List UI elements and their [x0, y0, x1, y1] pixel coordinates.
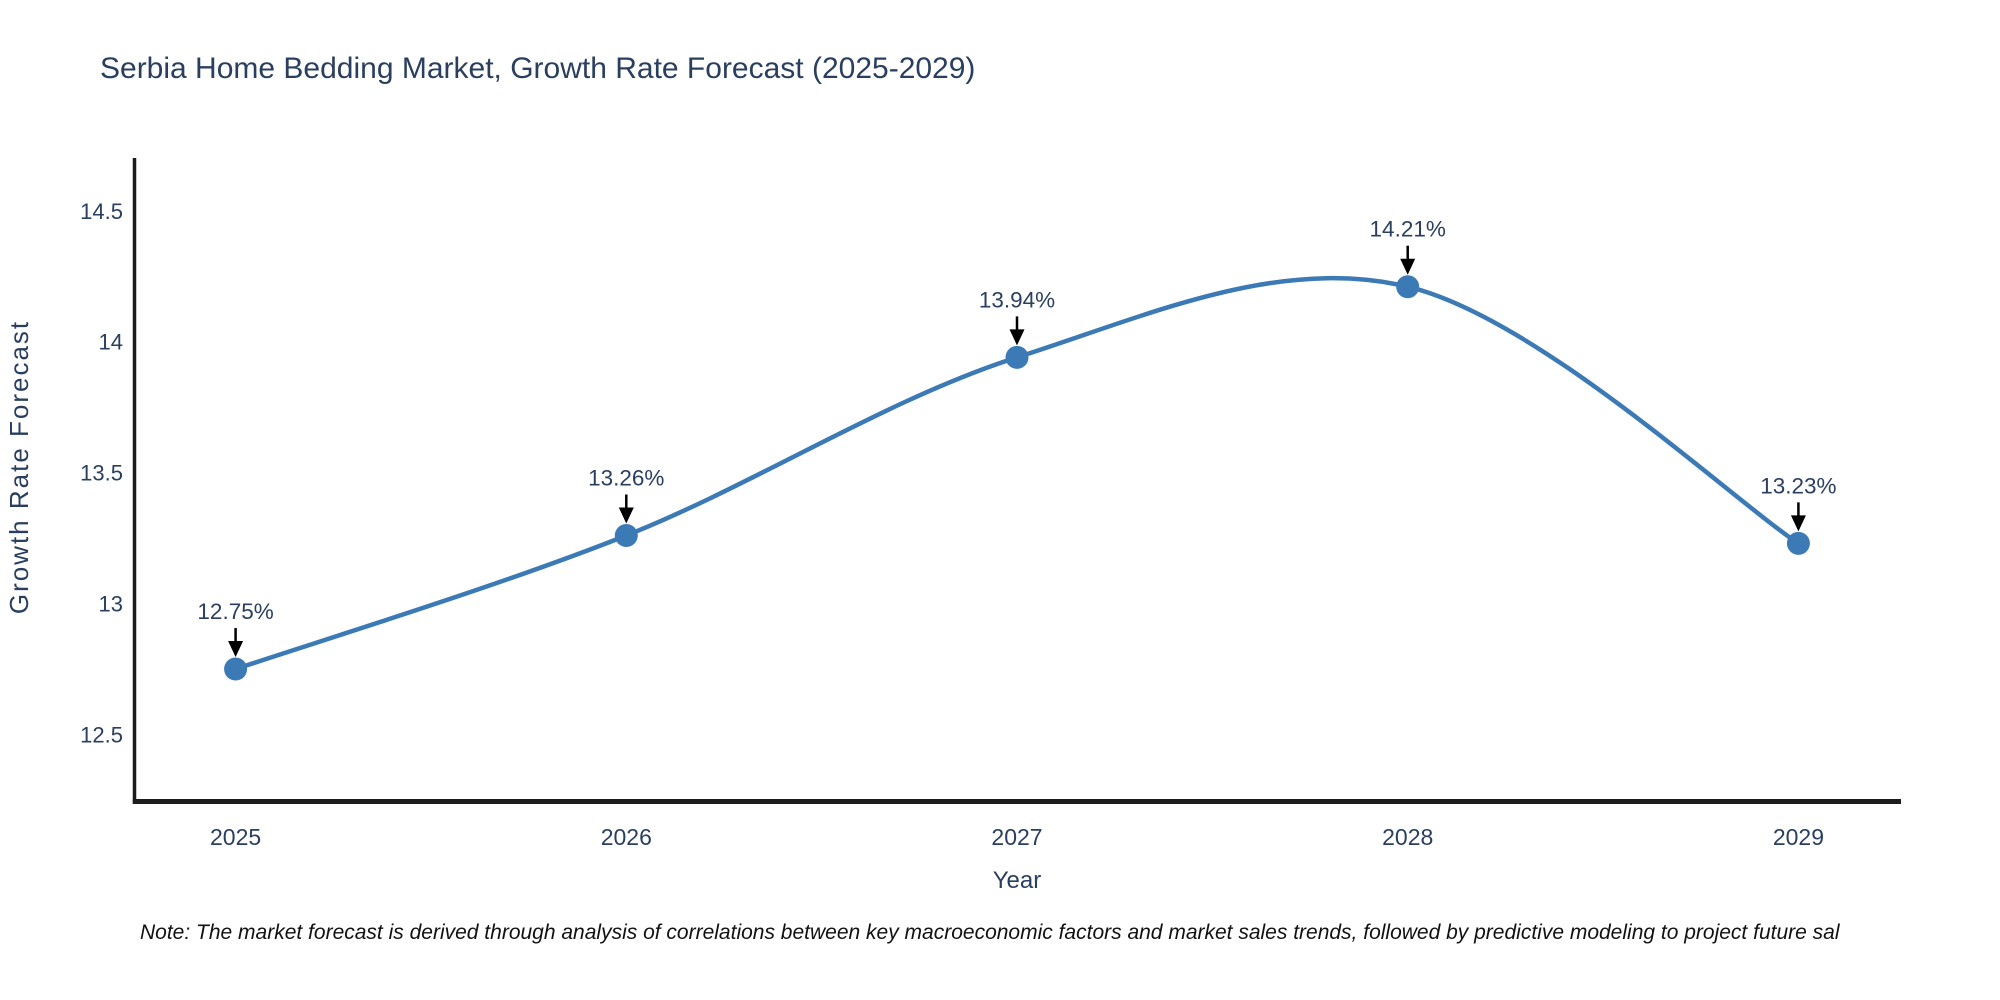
y-tick-label: 13	[99, 592, 123, 617]
point-annotations: 12.75% 13.26% 13.94% 14.21% 13.23%	[197, 217, 1837, 658]
x-tick-label: 2027	[991, 824, 1042, 850]
x-axis-tick-labels: 2025 2026 2027 2028 2029	[210, 824, 1824, 850]
y-tick-label: 12.5	[80, 723, 123, 748]
chart-title: Serbia Home Bedding Market, Growth Rate …	[100, 52, 975, 85]
data-point-marker	[224, 657, 248, 681]
annotation-label: 14.21%	[1370, 217, 1446, 242]
data-point-marker	[614, 523, 638, 547]
y-axis-tick-labels: 12.5 13 13.5 14 14.5	[80, 199, 123, 748]
annotation-label: 13.23%	[1760, 473, 1836, 498]
x-tick-label: 2029	[1773, 824, 1824, 850]
annotation-arrowhead	[1400, 258, 1416, 275]
y-tick-label: 14.5	[80, 199, 123, 224]
footnote: Note: The market forecast is derived thr…	[140, 921, 1840, 944]
annotation-arrowhead	[1009, 329, 1025, 346]
x-tick-label: 2028	[1382, 824, 1433, 850]
annotation-arrowhead	[228, 641, 244, 658]
series-markers	[224, 275, 1810, 681]
y-tick-label: 14	[99, 330, 123, 355]
y-tick-label: 13.5	[80, 461, 123, 486]
x-axis-title: Year	[993, 867, 1042, 894]
annotation-label: 13.94%	[979, 287, 1055, 312]
annotation-label: 13.26%	[588, 465, 664, 490]
y-axis-title: Growth Rate Forecast	[4, 320, 34, 614]
annotation-arrowhead	[1790, 515, 1806, 532]
annotation-label: 12.75%	[197, 599, 273, 624]
x-tick-label: 2025	[210, 824, 261, 850]
data-point-marker	[1005, 345, 1029, 369]
annotation-arrowhead	[618, 507, 634, 524]
data-point-marker	[1396, 275, 1420, 299]
x-tick-label: 2026	[601, 824, 652, 850]
data-point-marker	[1786, 531, 1810, 555]
